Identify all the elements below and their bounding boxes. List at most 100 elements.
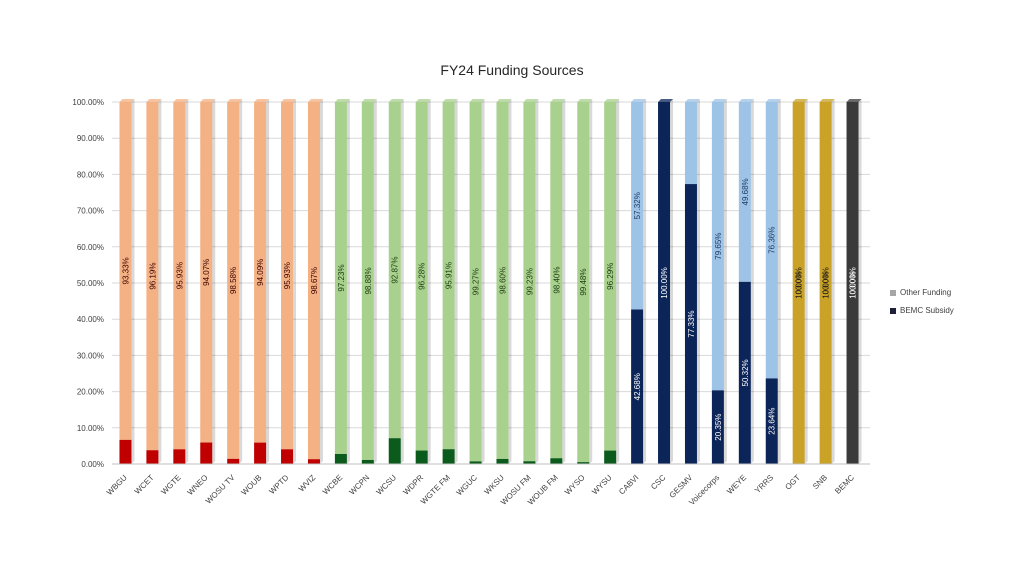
bar-other-funding [577, 102, 590, 463]
bar-top-face [227, 99, 243, 102]
data-label-other: 93.33% [121, 257, 130, 284]
bar-side-face [535, 99, 539, 464]
bar-top-face [469, 99, 485, 102]
x-tick-label: WGUC [455, 473, 479, 497]
bar-top-face [819, 99, 835, 102]
bar-side-face [319, 99, 323, 464]
x-tick-label: WCPN [348, 473, 372, 497]
x-tick-label: WCBE [321, 473, 344, 496]
data-label-other: 98.58% [229, 267, 238, 294]
y-tick-label: 10.00% [77, 424, 104, 433]
bar-other-funding [388, 102, 401, 439]
bar-bemc-subsidy [281, 449, 294, 464]
bar-top-face [550, 99, 566, 102]
y-tick-label: 80.00% [77, 170, 104, 179]
bar-other-funding [442, 102, 455, 450]
data-label-other: 98.67% [310, 267, 319, 294]
y-tick-label: 50.00% [77, 279, 104, 288]
bar-other-funding [361, 102, 374, 460]
legend-item-other-funding: Other Funding [890, 288, 951, 297]
legend-label-bemc: BEMC Subsidy [900, 306, 954, 315]
bar-side-face [696, 99, 700, 464]
bar-top-face [711, 99, 727, 102]
bar-side-face [158, 99, 162, 464]
bar-side-face [858, 99, 862, 464]
bar-bemc-subsidy [361, 459, 374, 464]
bars [119, 99, 862, 464]
bar-other-funding [254, 102, 267, 443]
data-label-other: 99.23% [525, 268, 534, 295]
bar-side-face [239, 99, 243, 464]
y-tick-label: 0.00% [81, 460, 104, 469]
data-label-other: 57.32% [633, 192, 642, 219]
bar-bemc-subsidy [119, 439, 132, 464]
bar-top-face [846, 99, 862, 102]
bar-other-funding [658, 102, 671, 464]
bar-top-face [361, 99, 377, 102]
bar-side-face [212, 99, 216, 464]
x-tick-label: WYSU [590, 473, 613, 496]
bar-bemc-subsidy [388, 438, 401, 464]
y-tick-label: 100.00% [72, 98, 104, 107]
data-label-other: 94.09% [256, 259, 265, 286]
data-label-other: 0.00% [849, 272, 858, 295]
bar-other-funding [496, 102, 509, 459]
bar-other-funding [631, 102, 644, 310]
x-tick-label: WOUB [240, 473, 264, 497]
bar-other-funding [819, 102, 832, 464]
bar-side-face [454, 99, 458, 464]
bar-other-funding [119, 102, 132, 440]
x-tick-label: YRRS [753, 473, 775, 495]
bar-side-face [804, 99, 808, 464]
data-label-other: 96.29% [606, 263, 615, 290]
bar-other-funding [792, 102, 805, 464]
bar-other-funding [146, 102, 159, 451]
bar-bemc-subsidy [442, 449, 455, 464]
bar-other-funding [415, 102, 428, 451]
bar-bemc-subsidy [631, 309, 644, 464]
bar-side-face [750, 99, 754, 464]
bar-top-face [604, 99, 620, 102]
bar-side-face [616, 99, 620, 464]
data-label-bemc: 77.33% [687, 310, 696, 337]
x-tick-label: WYSO [563, 473, 587, 497]
bar-other-funding [846, 102, 859, 464]
bar-top-face [415, 99, 431, 102]
data-label-bemc: 20.35% [714, 414, 723, 441]
bar-bemc-subsidy [738, 281, 751, 464]
bar-top-face [792, 99, 808, 102]
data-label-other: 96.28% [418, 263, 427, 290]
bar-top-face [765, 99, 781, 102]
legend-item-bemc-subsidy: BEMC Subsidy [890, 306, 954, 315]
x-tick-label: WVIZ [297, 473, 318, 494]
bar-bemc-subsidy [307, 459, 320, 464]
legend-label-other: Other Funding [900, 288, 952, 297]
data-label-other: 0.00% [660, 272, 669, 295]
bar-side-face [777, 99, 781, 464]
data-label-other: 96.19% [148, 263, 157, 290]
bar-top-face [146, 99, 162, 102]
bar-top-face [281, 99, 297, 102]
bar-top-face [577, 99, 593, 102]
y-tick-label: 30.00% [77, 351, 104, 360]
bar-bemc-subsidy [415, 450, 428, 464]
y-tick-label: 90.00% [77, 134, 104, 143]
data-label-other: 79.65% [714, 233, 723, 260]
bar-other-funding [469, 102, 482, 462]
x-tick-label: WBGU [105, 473, 129, 497]
data-label-other: 76.36% [768, 227, 777, 254]
x-tick-label: WEYE [725, 473, 748, 496]
bar-top-face [442, 99, 458, 102]
data-label-total: 100.00% [660, 267, 669, 299]
y-tick-label: 70.00% [77, 207, 104, 216]
bar-top-face [631, 99, 647, 102]
bar-side-face [508, 99, 512, 464]
x-tick-label: WDPR [401, 473, 425, 497]
bar-other-funding [604, 102, 617, 451]
bar-side-face [400, 99, 404, 464]
bar-top-face [307, 99, 323, 102]
bar-other-funding [334, 102, 347, 454]
x-tick-label: CABVI [617, 473, 640, 496]
